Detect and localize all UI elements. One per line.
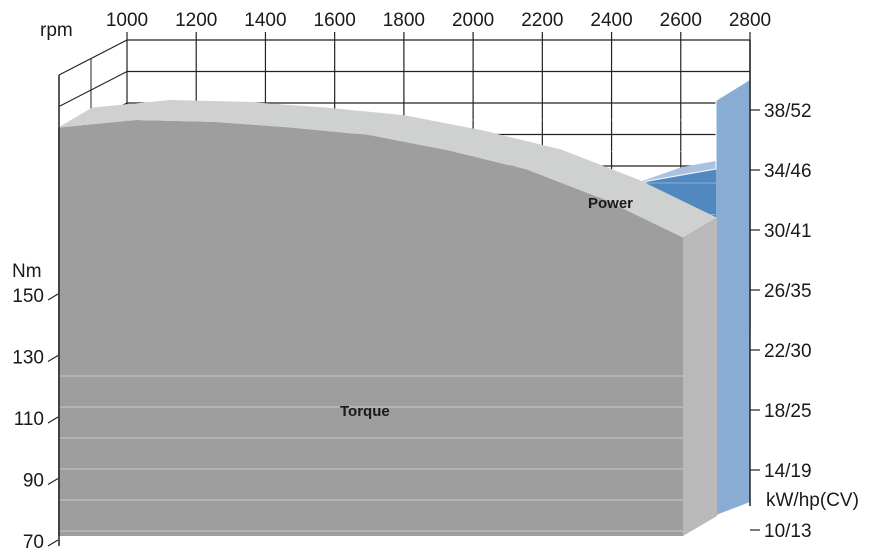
x-tick-label: 2600 <box>660 10 702 31</box>
x-tick-label: 1000 <box>106 10 148 31</box>
x-tick-label: 1600 <box>314 10 356 31</box>
series-label-torque: Torque <box>340 403 390 420</box>
right-tick-label: 18/25 <box>764 401 812 422</box>
left-tick <box>47 416 59 424</box>
x-tick-label: 1800 <box>383 10 425 31</box>
left-tick <box>47 293 59 301</box>
x-tick-label: 2200 <box>521 10 563 31</box>
left-tick-label: 110 <box>14 409 44 430</box>
left-tick <box>47 539 59 547</box>
x-tick-label: 2800 <box>729 10 771 31</box>
torque-area-top <box>58 100 717 238</box>
torque-area <box>58 100 717 537</box>
right-tick-label: 34/46 <box>764 161 812 182</box>
right-tick-label: 10/13 <box>764 521 812 542</box>
left-tick-label: 90 <box>23 471 44 492</box>
x-axis-label: rpm <box>40 20 73 41</box>
left-tick-label: 70 <box>23 532 44 553</box>
left-tick-label: 150 <box>12 286 44 307</box>
right-tick-label: 22/30 <box>764 341 812 362</box>
x-tick-label: 2400 <box>590 10 632 31</box>
power-area-side <box>716 80 750 515</box>
left-axis-unit: Nm <box>12 261 42 282</box>
right-tick-label: 38/52 <box>764 101 812 122</box>
x-tick-label: 1400 <box>244 10 286 31</box>
side-wall-top <box>58 39 128 76</box>
left-tick-label: 130 <box>12 348 44 369</box>
x-tick-label: 1200 <box>175 10 217 31</box>
x-tick-label: 2000 <box>452 10 494 31</box>
torque-area-front <box>58 120 683 536</box>
left-tick <box>47 477 59 486</box>
right-axis-unit: kW/hp(CV) <box>766 490 859 511</box>
series-label-power: Power <box>588 195 633 212</box>
side-wall-line <box>58 71 128 107</box>
left-tick <box>47 354 59 363</box>
axes: 1000 1200 1400 1600 1800 2000 2200 2400 2600 2800… <box>12 10 811 553</box>
right-tick-label: 26/35 <box>764 281 812 302</box>
right-tick-label: 30/41 <box>764 221 812 242</box>
right-tick-label: 14/19 <box>764 461 812 482</box>
torque-area-side <box>683 217 717 537</box>
